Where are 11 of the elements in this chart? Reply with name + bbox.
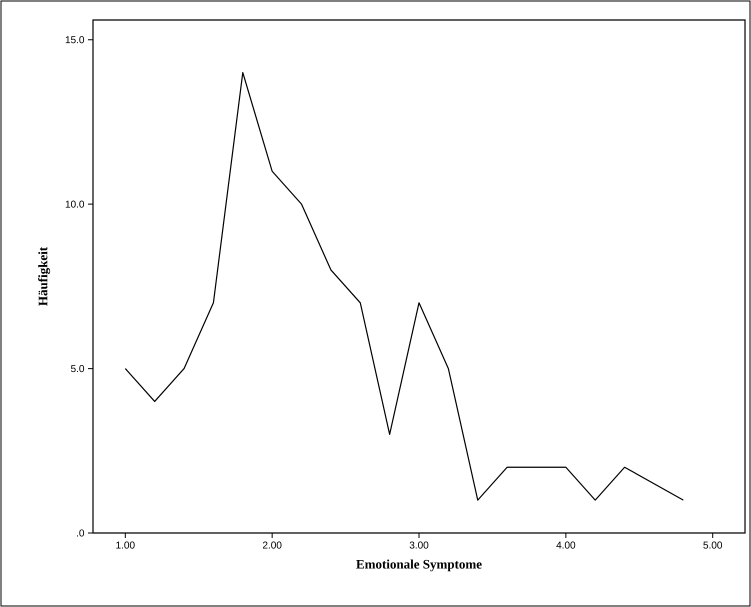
y-axis-title: Häufigkeit: [38, 246, 50, 306]
x-tick-label: 2.00: [262, 542, 282, 549]
x-tick-label: 1.00: [116, 542, 135, 549]
x-tick-label: 3.00: [410, 542, 428, 549]
x-tick-label: 4.00: [556, 542, 576, 549]
y-tick-label: .0: [77, 529, 84, 537]
x-tick-label: 5.00: [703, 542, 722, 549]
y-tick-label: 5.0: [70, 365, 84, 372]
y-tick-label: 10.0: [66, 200, 84, 208]
x-axis-title: Emotionale Symptome: [356, 559, 482, 572]
y-tick-label: 15.0: [66, 36, 84, 44]
